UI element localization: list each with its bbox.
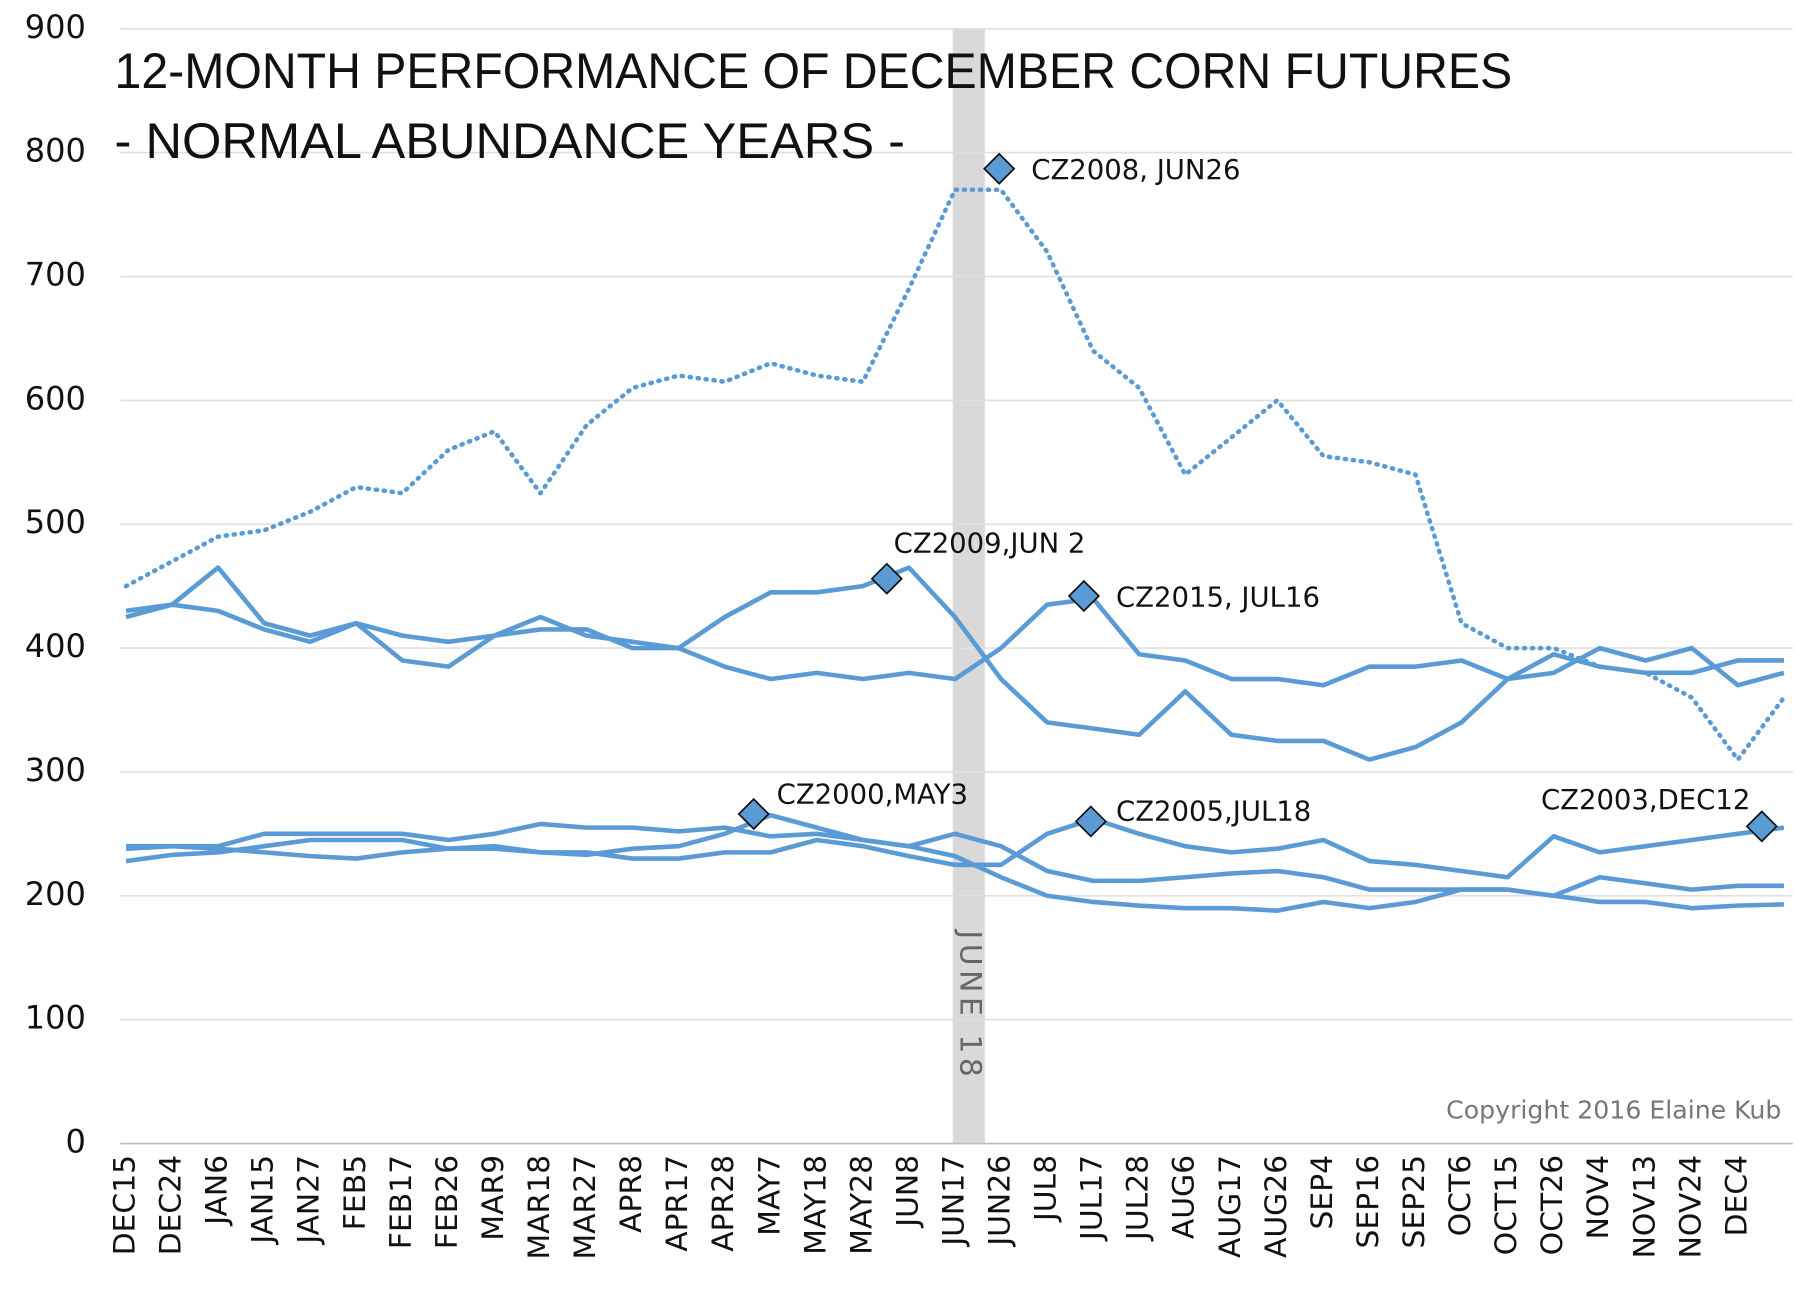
annotation-label: CZ2003,DEC12 xyxy=(1541,784,1750,816)
x-tick-label: SEP25 xyxy=(1397,1155,1432,1249)
x-tick-label: JAN27 xyxy=(292,1155,327,1246)
x-tick-label: APR17 xyxy=(660,1155,695,1252)
annotation-marker xyxy=(1745,810,1778,843)
series-line xyxy=(123,187,1787,762)
x-tick-label: MAR27 xyxy=(568,1155,603,1260)
x-tick-label: DEC4 xyxy=(1719,1155,1754,1236)
x-tick-label: MAR18 xyxy=(522,1155,557,1260)
x-tick-label: FEB26 xyxy=(430,1155,465,1249)
date-band xyxy=(952,28,985,1144)
x-tick-label: MAY18 xyxy=(798,1155,833,1255)
x-tick-label: FEB17 xyxy=(384,1155,419,1249)
x-tick-label: AUG26 xyxy=(1259,1155,1294,1258)
y-tick-label: 200 xyxy=(25,875,86,913)
y-tick-label: 700 xyxy=(25,255,86,293)
x-tick-label: JUN8 xyxy=(890,1155,925,1229)
x-tick-label: SEP4 xyxy=(1305,1155,1340,1230)
x-tick-label: MAR9 xyxy=(476,1155,511,1241)
annotation-marker xyxy=(870,562,903,595)
x-tick-label: FEB5 xyxy=(338,1155,373,1230)
annotation-label: CZ2009,JUN 2 xyxy=(894,527,1086,559)
x-tick-label: JUL28 xyxy=(1121,1155,1156,1242)
chart-subtitle: - NORMAL ABUNDANCE YEARS - xyxy=(115,112,905,169)
x-tick-label: OCT15 xyxy=(1489,1155,1524,1255)
date-band-label: JUNE 18 xyxy=(952,928,987,1081)
x-tick-label: JUN26 xyxy=(983,1155,1018,1248)
x-tick-label: DEC15 xyxy=(108,1155,143,1255)
series-line xyxy=(125,816,1785,880)
x-tick-label: JUN17 xyxy=(936,1155,971,1248)
x-tick-label: JAN15 xyxy=(246,1155,281,1246)
y-tick-label: 0 xyxy=(66,1122,86,1160)
annotation-marker xyxy=(1067,579,1101,613)
copyright: Copyright 2016 Elaine Kub xyxy=(1446,1095,1781,1124)
x-tick-label: JUL8 xyxy=(1029,1155,1064,1223)
y-tick-label: 800 xyxy=(25,132,86,170)
x-tick-label: NOV13 xyxy=(1627,1155,1662,1258)
y-tick-label: 900 xyxy=(25,8,86,46)
x-tick-label: JAN6 xyxy=(200,1155,235,1227)
x-tick-label: APR8 xyxy=(614,1155,649,1233)
y-tick-label: 600 xyxy=(25,379,86,417)
x-tick-label: OCT6 xyxy=(1443,1155,1478,1236)
x-tick-label: NOV24 xyxy=(1673,1155,1708,1258)
x-tick-label: NOV4 xyxy=(1581,1155,1616,1239)
x-tick-label: SEP16 xyxy=(1351,1155,1386,1249)
annotation-label: CZ2005,JUL18 xyxy=(1116,795,1311,827)
x-tick-label: MAY28 xyxy=(844,1155,879,1255)
annotation-label: CZ2000,MAY3 xyxy=(777,779,968,811)
annotation-marker xyxy=(1074,805,1107,838)
annotation-marker xyxy=(737,797,770,831)
y-tick-label: 100 xyxy=(25,999,86,1037)
x-tick-label: DEC24 xyxy=(154,1155,189,1255)
annotation-marker xyxy=(983,152,1016,185)
annotation-label: CZ2008, JUN26 xyxy=(1031,154,1240,186)
y-tick-label: 300 xyxy=(25,751,86,789)
x-tick-label: JUL17 xyxy=(1075,1155,1110,1242)
grid: JUNE 18 xyxy=(120,27,1793,1145)
annotation-label: CZ2015, JUL16 xyxy=(1116,581,1320,613)
x-tick-label: MAY7 xyxy=(752,1155,787,1236)
y-tick-label: 400 xyxy=(25,627,86,665)
x-tick-label: OCT26 xyxy=(1535,1155,1570,1255)
series-line xyxy=(126,821,1784,899)
series-line xyxy=(125,596,1785,688)
chart-title: 12-MONTH PERFORMANCE OF DECEMBER CORN FU… xyxy=(115,42,1513,99)
x-tick-label: APR28 xyxy=(706,1155,741,1252)
x-tick-label: AUG6 xyxy=(1167,1155,1202,1239)
y-tick-label: 500 xyxy=(25,503,86,541)
x-tick-label: AUG17 xyxy=(1213,1155,1248,1258)
